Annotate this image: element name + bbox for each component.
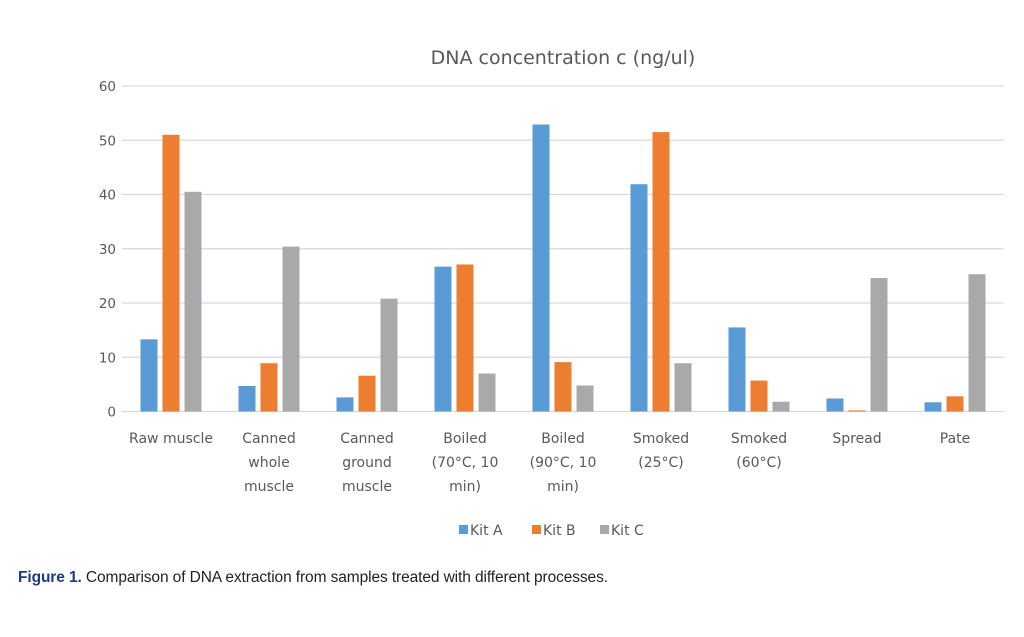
bar-kit-b [456, 264, 474, 412]
chart-title: DNA concentration c (ng/ul) [431, 47, 696, 69]
legend-label: Kit A [470, 523, 503, 539]
bar-kit-b [652, 132, 670, 412]
bar-kit-a [238, 386, 256, 412]
bar-kit-a [826, 398, 844, 412]
x-tick-label: Raw muscle [129, 431, 213, 447]
x-tick-label: Spread [832, 431, 881, 447]
figure-caption-text: Comparison of DNA extraction from sample… [81, 569, 608, 586]
bar-kit-a [532, 124, 550, 412]
bar-kit-b [750, 380, 768, 412]
legend-item: Kit C [600, 523, 644, 539]
bar-kit-c [184, 191, 202, 412]
y-tick-label: 10 [99, 350, 116, 366]
bar-kit-c [968, 274, 986, 412]
bar-kit-b [848, 410, 866, 412]
bar-kit-a [434, 266, 452, 412]
x-tick-label: Boiled (90°C, 10 min) [530, 431, 597, 495]
x-tick-label: Canned ground muscle [340, 431, 394, 495]
legend-swatch [459, 525, 468, 534]
legend: Kit A Kit B Kit C [459, 523, 644, 539]
figure-label: Figure 1. [18, 569, 82, 586]
bars [140, 124, 986, 412]
y-tick-label: 60 [99, 79, 116, 95]
legend-label: Kit C [611, 523, 644, 539]
y-tick-label: 0 [107, 405, 116, 421]
bar-kit-a [728, 327, 746, 412]
legend-swatch [532, 525, 541, 534]
bar-kit-b [358, 375, 376, 412]
bar-kit-a [140, 339, 158, 412]
bar-kit-c [576, 385, 594, 412]
y-tick-label: 30 [99, 242, 116, 258]
bar-kit-b [554, 362, 572, 412]
x-tick-label: Pate [940, 431, 971, 447]
bar-kit-a [924, 402, 942, 412]
bar-chart: 0 10 20 30 40 50 60 Raw muscle Canned whole muscl… [99, 47, 1004, 539]
y-axis-ticks: 0 10 20 30 40 50 60 [99, 79, 116, 421]
x-tick-label: Boiled (70°C, 10 min) [432, 431, 499, 495]
bar-kit-c [674, 363, 692, 412]
y-tick-label: 20 [99, 296, 116, 312]
bar-kit-b [162, 134, 180, 412]
x-tick-label: Smoked (60°C) [731, 431, 787, 471]
bar-kit-c [772, 401, 790, 412]
bar-kit-c [380, 298, 398, 412]
bar-kit-c [870, 278, 888, 412]
y-tick-label: 50 [99, 133, 116, 149]
x-tick-label: Smoked (25°C) [633, 431, 689, 471]
legend-item: Kit B [532, 523, 576, 539]
legend-label: Kit B [543, 523, 576, 539]
legend-item: Kit A [459, 523, 503, 539]
bar-kit-a [336, 397, 354, 412]
legend-swatch [600, 525, 609, 534]
x-axis-labels: Raw muscle Canned whole muscle Canned ground m… [129, 431, 970, 495]
gridlines [122, 85, 1004, 413]
bar-kit-c [478, 373, 496, 412]
x-tick-label: Canned whole muscle [242, 431, 296, 495]
bar-kit-a [630, 184, 648, 412]
bar-kit-b [260, 363, 278, 412]
figure-caption: Figure 1. Comparison of DNA extraction f… [18, 569, 608, 587]
y-tick-label: 40 [99, 188, 116, 204]
bar-kit-c [282, 246, 300, 412]
bar-kit-b [946, 396, 964, 412]
